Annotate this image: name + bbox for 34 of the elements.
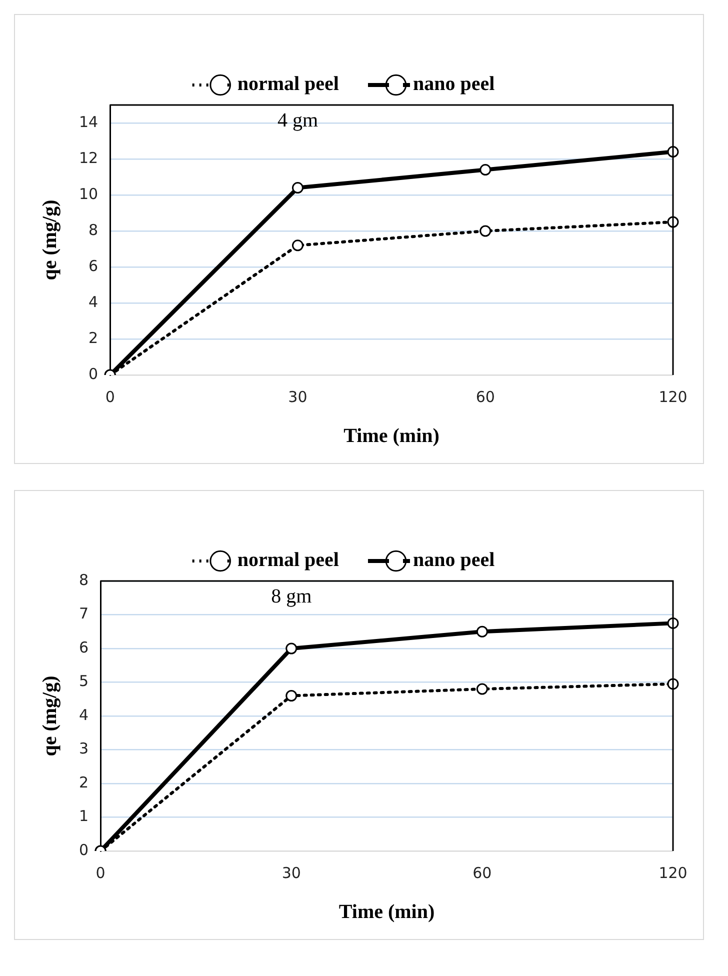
legend-label: normal peel: [237, 549, 340, 572]
annotation: 8 gm: [271, 585, 312, 608]
y-tick-label: 10: [78, 184, 98, 203]
y-tick-label: 1: [78, 807, 89, 826]
y-axis-title: qe (mg/g): [39, 200, 62, 280]
y-tick-label: 6: [88, 256, 98, 275]
legend-label: nano peel: [412, 549, 496, 572]
y-tick-label: 12: [78, 148, 98, 167]
y-tick-label: 0: [88, 364, 98, 383]
annotation: 4 gm: [277, 109, 318, 132]
x-tick-label: 30: [288, 388, 308, 406]
y-tick-label: 6: [78, 638, 89, 656]
y-tick-label: 14: [78, 112, 98, 131]
legend-label: nano peel: [412, 73, 496, 96]
x-tick-label: 30: [282, 864, 301, 882]
y-tick-label: 2: [78, 773, 89, 792]
y-tick-label: 2: [88, 328, 98, 347]
y-tick-label: 4: [78, 706, 89, 724]
legend-label: normal peel: [237, 73, 340, 96]
y-tick-label: 4: [88, 292, 98, 311]
y-tick-label: 3: [78, 740, 89, 758]
y-tick-label: 7: [78, 604, 89, 623]
x-tick-label: 60: [472, 864, 492, 882]
y-axis-title: qe (mg/g): [39, 676, 62, 756]
y-tick-label: 5: [78, 672, 89, 690]
x-tick-label: 60: [476, 388, 495, 406]
x-tick-label: 120: [658, 388, 688, 406]
x-axis-title: Time (min): [338, 901, 435, 924]
x-axis-title: Time (min): [344, 425, 440, 448]
y-tick-label: 8: [78, 570, 89, 589]
y-tick-label: 0: [78, 840, 89, 859]
y-tick-label: 8: [88, 220, 98, 239]
x-tick-label: 120: [658, 864, 688, 882]
x-tick-label: 0: [105, 388, 115, 406]
